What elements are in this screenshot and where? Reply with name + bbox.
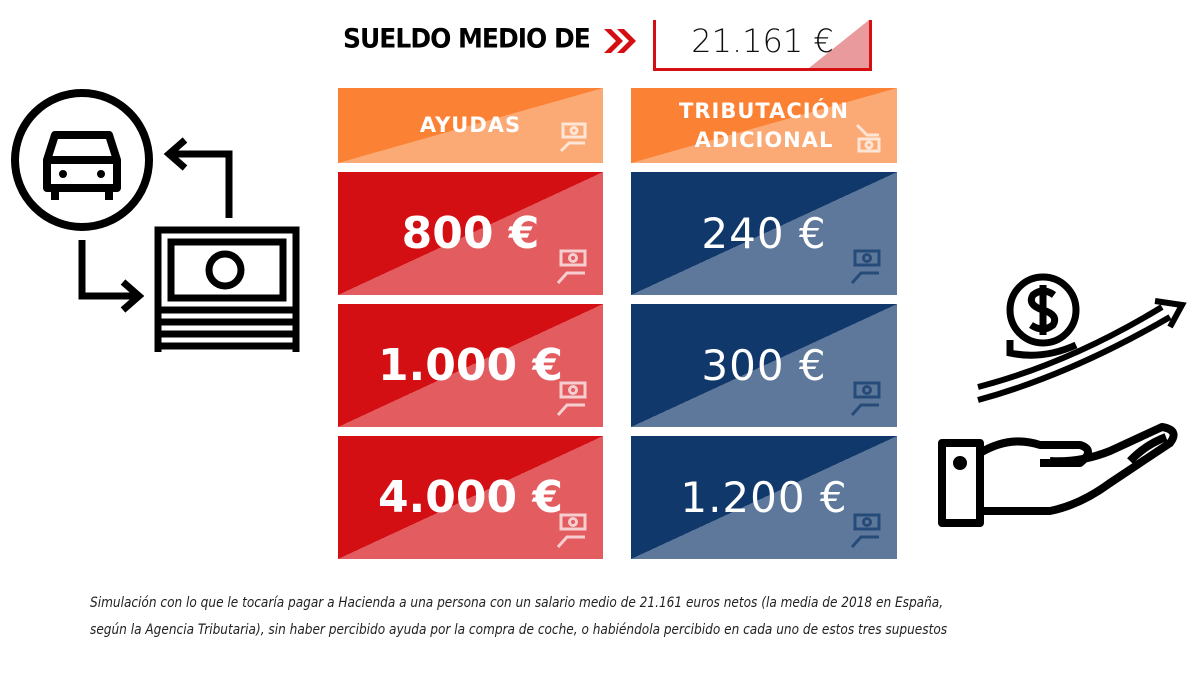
car-in-circle-icon: [11, 89, 153, 231]
caption-line-1: Simulación con lo que le tocaría pagar a…: [90, 595, 944, 611]
cash-stack-icon: [154, 226, 300, 352]
salary-label: SUELDO MEDIO DE: [343, 23, 591, 54]
hand-cash-icon: [855, 123, 881, 153]
ayuda-cell: 1.000 €: [338, 304, 603, 427]
column-header-ayudas: AYUDAS: [338, 88, 603, 163]
ayuda-cell: 4.000 €: [338, 436, 603, 559]
tributacion-cell: 240 €: [631, 172, 897, 295]
hand-cash-icon: [559, 122, 587, 153]
tributacion-value: 1.200 €: [680, 473, 848, 522]
open-hand-icon: [938, 423, 1178, 527]
column-header-label: AYUDAS: [419, 113, 522, 137]
hand-cash-icon: [850, 249, 881, 285]
coin-dollar-icon: [1006, 273, 1080, 359]
hand-cash-icon: [556, 381, 587, 417]
hand-cash-icon: [850, 381, 881, 417]
caption: Simulación con lo que le tocaría pagar a…: [90, 590, 1140, 644]
ayuda-value: 800 €: [401, 208, 540, 259]
car-cash-cycle-illustration: [11, 89, 300, 352]
salary-box: 21.161 €: [653, 20, 872, 71]
tributacion-value: 300 €: [701, 341, 827, 390]
column-header-label: TRIBUTACIÓN ADICIONAL: [679, 98, 849, 152]
tributacion-cell: 300 €: [631, 304, 897, 427]
caption-line-2: según la Agencia Tributaria), sin haber …: [90, 622, 948, 638]
chevron-double-right-icon: [604, 29, 636, 53]
tributacion-cell: 1.200 €: [631, 436, 897, 559]
hand-cash-icon: [556, 513, 587, 549]
rising-arrow-icon: [977, 298, 1187, 403]
hand-cash-icon: [556, 249, 587, 285]
hand-cash-icon: [850, 513, 881, 549]
column-header-tributacion: TRIBUTACIÓN ADICIONAL: [631, 88, 897, 163]
ayuda-cell: 800 €: [338, 172, 603, 295]
ayuda-value: 4.000 €: [377, 472, 564, 523]
salary-value: 21.161 €: [691, 22, 834, 60]
ayuda-value: 1.000 €: [377, 340, 564, 391]
tributacion-value: 240 €: [701, 209, 827, 258]
hand-coin-growth-illustration: [938, 273, 1187, 527]
cycle-arrows-icon: [78, 137, 233, 313]
